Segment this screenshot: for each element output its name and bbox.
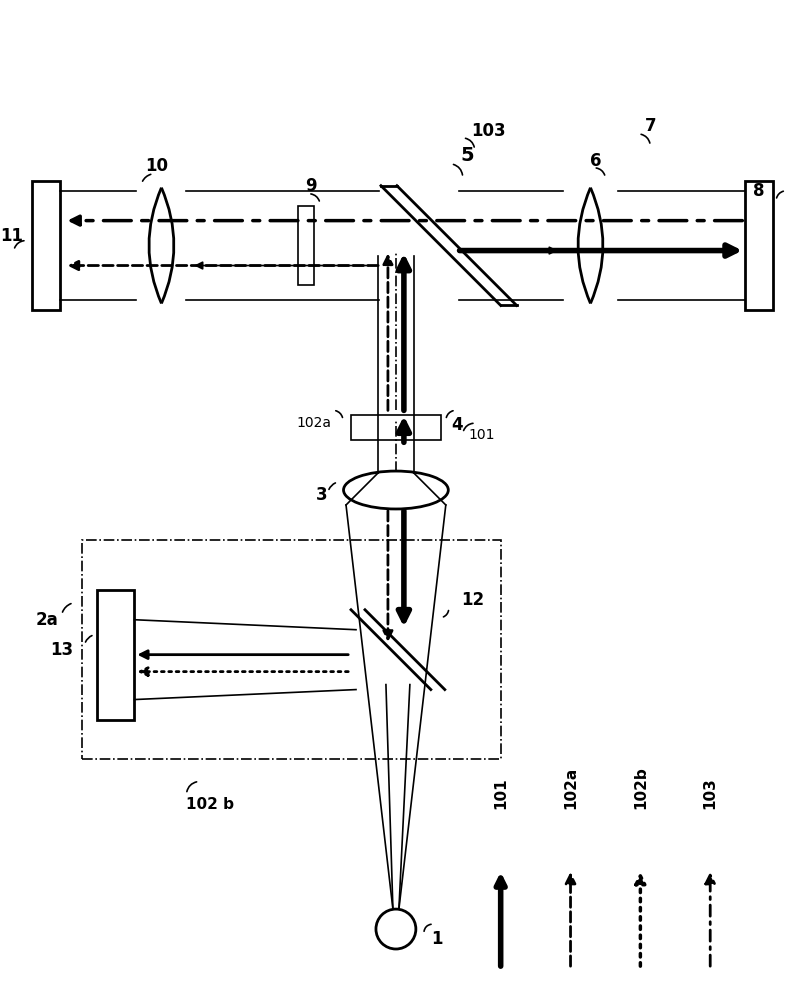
Text: 103: 103 [703, 778, 717, 809]
Text: 101: 101 [493, 778, 508, 809]
Text: 13: 13 [50, 641, 73, 659]
Text: 7: 7 [646, 117, 657, 135]
Text: 8: 8 [754, 182, 765, 200]
Text: 9: 9 [305, 177, 317, 195]
Text: 12: 12 [461, 591, 484, 609]
Bar [97, 590, 135, 720]
Text: 5: 5 [461, 146, 475, 165]
Text: 101: 101 [469, 428, 495, 442]
Bar [351, 415, 441, 440]
Text: 10: 10 [145, 157, 168, 175]
Bar [31, 181, 60, 310]
Text: 103: 103 [471, 122, 505, 140]
Text: 102b: 102b [633, 767, 648, 809]
Text: 1: 1 [431, 930, 442, 948]
Text: 3: 3 [316, 486, 328, 504]
Text: 102a: 102a [563, 767, 578, 809]
Text: 6: 6 [590, 152, 601, 170]
Text: 11: 11 [0, 227, 23, 245]
Bar [298, 206, 314, 285]
Text: 102a: 102a [296, 416, 331, 430]
Text: 2a: 2a [35, 611, 58, 629]
Bar [745, 181, 773, 310]
Ellipse shape [343, 471, 448, 509]
Text: 102 b: 102 b [186, 797, 235, 812]
Bar [81, 540, 501, 759]
Text: 4: 4 [451, 416, 463, 434]
